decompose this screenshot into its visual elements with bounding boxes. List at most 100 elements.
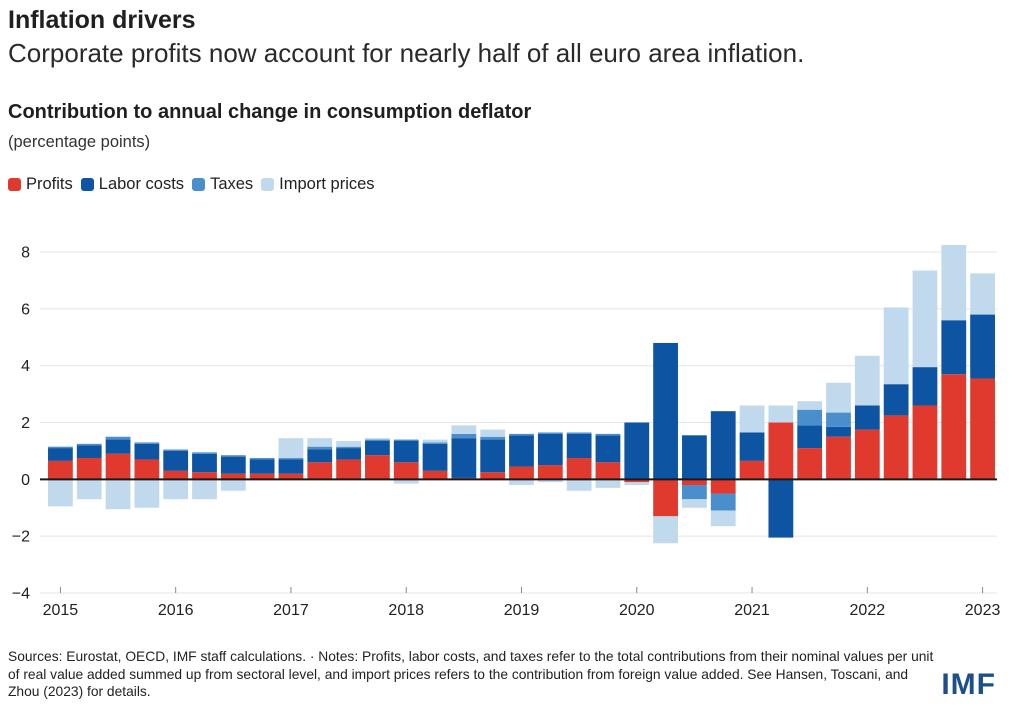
bar-profits-2020q1 [624,479,650,483]
bar-import-prices-2017q3 [336,440,361,447]
bar-import-prices-2020q4 [710,510,736,527]
bar-taxes-2018q3 [451,433,477,439]
bar-profits-2022q4 [941,374,967,480]
bar-taxes-2016q4 [249,458,275,460]
chart-legend: Profits Labor costs Taxes Import prices [8,175,377,194]
bar-taxes-2021q3 [797,409,823,426]
bar-labor-costs-2021q4 [826,426,851,437]
bar-import-prices-2018q1 [393,479,419,484]
bar-profits-2016q3 [220,473,246,480]
bar-profits-2017q4 [365,455,390,480]
bar-profits-2020q2 [653,479,678,517]
bar-profits-2019q3 [566,458,592,480]
bar-labor-costs-2018q2 [422,443,448,471]
bar-labor-costs-2016q4 [249,459,275,474]
bar-labor-costs-2017q1 [278,459,304,474]
bar-import-prices-2019q1 [509,479,534,486]
bar-taxes-2018q1 [393,439,419,441]
bar-profits-2016q4 [249,473,275,480]
y-tick-label-1: 6 [21,301,30,318]
bar-import-prices-2021q1 [739,405,765,433]
bar-labor-costs-2015q1 [48,448,73,461]
x-tick-label-2016: 2016 [158,602,194,619]
bar-taxes-2015q3 [105,436,131,440]
bar-labor-costs-2023q1 [970,314,995,379]
bar-labor-costs-2017q2 [307,449,333,463]
legend-label-taxes: Taxes [210,175,254,193]
bar-import-prices-2017q4 [365,438,390,440]
bar-profits-2016q1 [163,470,189,480]
bar-labor-costs-2015q2 [76,445,102,459]
bar-taxes-2017q3 [336,446,361,449]
chart-headline: Corporate profits now account for nearly… [8,38,805,68]
bar-labor-costs-2018q4 [480,439,506,473]
chart-kicker: Inflation drivers [8,6,196,34]
bar-taxes-2020q4 [710,493,736,511]
bar-labor-costs-2022q3 [912,367,938,406]
bar-taxes-2017q1 [278,458,304,460]
bar-labor-costs-2016q2 [192,453,217,473]
bar-labor-costs-2021q1 [739,432,765,461]
bar-labor-costs-2021q2 [768,479,794,538]
x-tick-label-2020: 2020 [619,602,655,619]
bar-import-prices-2022q1 [854,355,880,406]
bar-profits-2016q2 [192,472,217,480]
legend-item-import-prices: Import prices [261,175,375,194]
bar-labor-costs-2021q3 [797,425,823,449]
bar-taxes-2018q4 [480,436,506,440]
bar-taxes-2016q3 [220,455,246,457]
bar-profits-2022q3 [912,405,938,480]
bar-import-prices-2018q2 [422,439,448,443]
legend-item-labor-costs: Labor costs [80,175,184,194]
bar-import-prices-2022q3 [912,270,938,368]
bar-taxes-2020q3 [682,485,707,500]
bar-import-prices-2020q1 [624,482,650,486]
imf-logo: IMF [941,668,996,701]
bar-taxes-2018q2 [422,442,448,444]
bar-import-prices-2023q1 [970,273,995,315]
bar-profits-2015q1 [48,460,73,480]
legend-swatch-profits [8,178,21,191]
bar-profits-2019q4 [595,462,621,480]
bar-profits-2015q3 [105,453,131,480]
bar-labor-costs-2015q3 [105,439,131,454]
bar-profits-2017q3 [336,459,361,480]
x-tick-label-2023: 2023 [965,602,1001,619]
bar-import-prices-2016q2 [192,479,217,500]
bar-labor-costs-2017q3 [336,448,361,460]
bar-profits-2015q4 [134,459,160,480]
bar-labor-costs-2019q1 [509,435,534,467]
y-tick-label-0: 8 [21,245,30,262]
legend-item-profits: Profits [8,175,73,194]
bar-import-prices-2020q3 [682,499,707,508]
bar-labor-costs-2020q2 [653,342,678,480]
bar-profits-2018q4 [480,472,506,480]
bar-taxes-2017q2 [307,446,333,450]
bar-labor-costs-2017q4 [365,440,390,456]
bar-labor-costs-2020q1 [624,422,650,480]
stacked-bar-chart: 8 6 4 2 0 −2 −4 2015 2016 2017 2018 2019 2020 2021 202… [12,245,1001,619]
bar-taxes-2016q2 [192,452,217,454]
x-tick-label-2021: 2021 [734,602,770,619]
bar-labor-costs-2019q3 [566,433,592,459]
bar-import-prices-2015q2 [76,479,102,500]
bar-labor-costs-2015q4 [134,443,160,460]
bar-import-prices-2021q3 [797,401,823,410]
bar-profits-2020q4 [710,479,736,494]
bar-labor-costs-2022q4 [941,320,967,375]
bar-import-prices-2019q3 [566,479,592,491]
x-tick-label-2018: 2018 [388,602,424,619]
x-tick-label-2015: 2015 [43,602,79,619]
bar-labor-costs-2020q4 [710,411,736,480]
bar-import-prices-2018q4 [480,429,506,437]
sources-note: Sources: Eurostat, OECD, IMF staff calcu… [8,649,934,700]
bar-taxes-2015q1 [48,446,73,449]
bar-import-prices-2015q3 [105,479,131,510]
bar-import-prices-2015q1 [48,479,73,507]
bar-import-prices-2016q3 [220,479,246,491]
bar-profits-2020q3 [682,479,707,486]
bar-labor-costs-2022q1 [854,405,880,430]
legend-item-taxes: Taxes [192,175,253,194]
chart-unit-label: (percentage points) [8,133,151,151]
bar-profits-2017q1 [278,473,304,480]
